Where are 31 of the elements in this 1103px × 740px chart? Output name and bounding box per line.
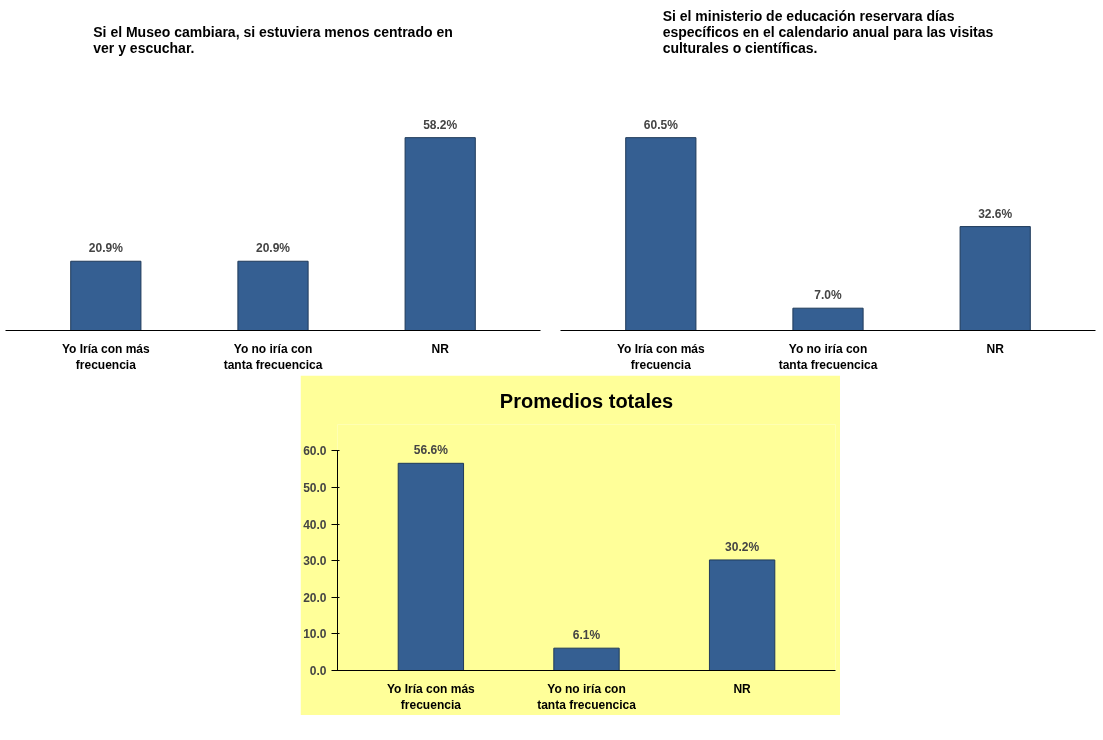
y-tick-label: 60.0 bbox=[303, 444, 327, 459]
data-label: 6.1% bbox=[572, 628, 601, 643]
x-tick-label: Yo Iría con más frecuencia bbox=[386, 681, 476, 713]
x-tick-label: NR bbox=[431, 341, 450, 356]
x-tick-label: NR bbox=[986, 341, 1005, 356]
y-tick-label: 40.0 bbox=[303, 517, 327, 532]
chart-title: Promedios totales bbox=[499, 390, 674, 412]
chart-title: Si el Museo cambiara, si estuviera menos centrado en ver y escuchar. bbox=[93, 23, 453, 56]
y-tick-label: 0.0 bbox=[309, 664, 327, 678]
x-tick-label: NR bbox=[733, 681, 752, 696]
data-label: 7.0% bbox=[814, 288, 843, 303]
y-tick-label: 10.0 bbox=[303, 627, 327, 642]
bar bbox=[708, 559, 776, 671]
data-label: 60.5% bbox=[643, 117, 679, 132]
chart-title: Si el ministerio de educación reservara días específicos en el calendario anual para las visitas culturales o científicas. bbox=[662, 7, 994, 56]
data-label: 32.6% bbox=[978, 206, 1013, 221]
bar bbox=[397, 462, 465, 671]
x-tick-label: Yo Iría con más frecuencia bbox=[61, 341, 151, 373]
x-tick-label: Yo no iría con tanta frecuencica bbox=[778, 341, 878, 373]
data-label: 56.6% bbox=[413, 443, 449, 458]
data-label: 20.9% bbox=[88, 241, 124, 256]
data-label: 30.2% bbox=[725, 539, 760, 554]
data-label: 20.9% bbox=[255, 241, 291, 256]
data-label: 58.2% bbox=[423, 117, 458, 132]
x-tick-label: Yo no iría con tanta frecuencica bbox=[537, 681, 637, 713]
y-tick-label: 30.0 bbox=[303, 554, 327, 569]
y-tick-label: 20.0 bbox=[303, 590, 327, 605]
bar bbox=[553, 647, 620, 671]
y-tick-label: 50.0 bbox=[303, 480, 327, 495]
x-tick-label: Yo Iría con más frecuencia bbox=[616, 341, 706, 373]
x-tick-label: Yo no iría con tanta frecuencica bbox=[223, 341, 323, 373]
